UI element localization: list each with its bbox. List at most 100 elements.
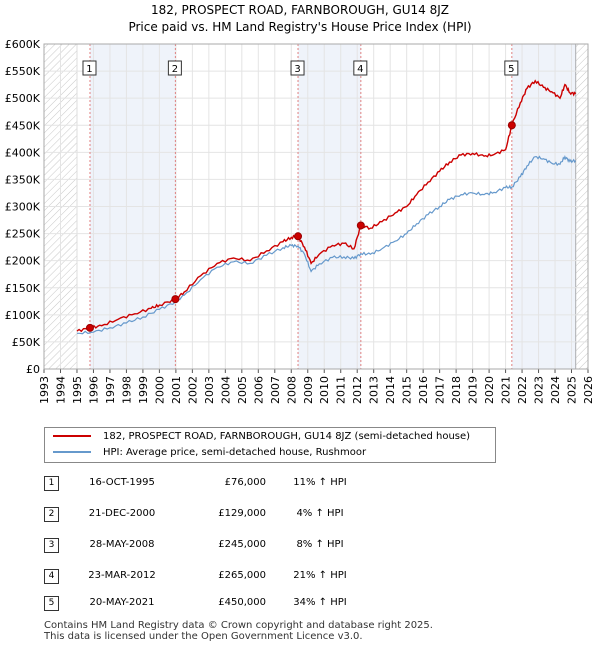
sale-hpi-change: 4% ↑ HPI: [296, 508, 344, 519]
x-tick-label: 2015: [401, 376, 414, 404]
x-tick-label: 2013: [368, 376, 381, 404]
sale-number-badge: 5: [44, 596, 59, 611]
legend-label-price: 182, PROSPECT ROAD, FARNBOROUGH, GU14 8J…: [103, 431, 471, 442]
x-tick-label: 2001: [170, 376, 183, 404]
sale-marker-box: [82, 60, 97, 76]
x-tick-label: 2008: [285, 376, 298, 404]
x-tick-label: 2012: [351, 376, 364, 404]
x-tick-label: 2025: [566, 376, 579, 404]
chart-title: 182, PROSPECT ROAD, FARNBOROUGH, GU14 8J…: [0, 0, 600, 36]
x-tick-label: 2006: [252, 376, 265, 404]
y-tick-label: £450K: [5, 119, 41, 132]
footer-license: This data is licensed under the Open Gov…: [44, 631, 363, 642]
sale-number-badge: 3: [44, 538, 59, 553]
sale-marker-label: 2: [172, 64, 178, 75]
x-tick-label: 2021: [500, 376, 513, 404]
y-tick-label: £250K: [5, 228, 41, 241]
title-line-1: 182, PROSPECT ROAD, FARNBOROUGH, GU14 8J…: [150, 3, 450, 17]
y-tick-label: £300K: [5, 201, 41, 214]
title-line-2: Price paid vs. HM Land Registry's House …: [128, 20, 472, 34]
hpi-line: [77, 155, 577, 335]
x-tick-label: 2009: [302, 376, 315, 404]
x-tick-label: 1999: [137, 376, 150, 404]
x-tick-label: 2024: [549, 376, 562, 404]
sale-price: £76,000: [224, 477, 266, 488]
sale-price: £450,000: [218, 597, 266, 608]
sale-marker-label: 4: [357, 64, 363, 75]
sale-point: [294, 232, 303, 241]
x-tick-label: 2017: [434, 376, 447, 404]
sale-marker-box: [353, 60, 368, 76]
y-tick-label: £350K: [5, 173, 41, 186]
x-tick-label: 2002: [186, 376, 199, 404]
x-tick-label: 2023: [533, 376, 546, 404]
x-tick-label: 2014: [384, 376, 397, 404]
x-tick-label: 2005: [236, 376, 249, 404]
y-tick-label: £500K: [5, 92, 41, 105]
footer-attribution: Contains HM Land Registry data © Crown c…: [44, 620, 433, 642]
sale-date: 20-MAY-2021: [89, 597, 155, 608]
sale-date: 16-OCT-1995: [89, 477, 155, 488]
x-tick-label: 1995: [71, 376, 84, 404]
sale-point: [171, 295, 180, 304]
sale-hpi-change: 11% ↑ HPI: [293, 477, 347, 488]
plot-frame: [43, 43, 589, 370]
x-tick-label: 1997: [104, 376, 117, 404]
x-tick-label: 2004: [219, 376, 232, 404]
y-tick-label: £200K: [5, 255, 41, 268]
x-tick-label: 2022: [516, 376, 529, 404]
sale-hpi-change: 34% ↑ HPI: [293, 597, 347, 608]
y-tick-label: £600K: [5, 38, 41, 51]
legend-swatch-hpi: [53, 451, 91, 453]
x-tick-label: 1996: [87, 376, 100, 404]
sale-date: 28-MAY-2008: [89, 539, 155, 550]
sale-marker-label: 1: [86, 64, 92, 75]
sale-hpi-change: 21% ↑ HPI: [293, 570, 347, 581]
x-tick-label: 1994: [54, 376, 67, 404]
sale-date: 21-DEC-2000: [88, 508, 156, 519]
y-tick-label: £0: [26, 363, 40, 376]
x-tick-label: 2019: [467, 376, 480, 404]
sale-date: 23-MAR-2012: [88, 570, 156, 581]
sale-row: 5 20-MAY-2021 £450,000 34% ↑ HPI: [0, 596, 600, 614]
footer-copyright: Contains HM Land Registry data © Crown c…: [44, 620, 433, 631]
sale-marker-label: 3: [294, 64, 300, 75]
price-chart: 1 2 3 4 5 £0 £50K £100K £150K £200K £250K £300K £35…: [5, 38, 595, 404]
x-tick-label: 2026: [582, 376, 595, 404]
sale-point: [356, 221, 365, 230]
x-tick-label: 2018: [450, 376, 463, 404]
y-tick-label: £50K: [12, 336, 41, 349]
sale-number-badge: 2: [44, 507, 59, 522]
sale-price: £265,000: [218, 570, 266, 581]
sale-marker-box: [167, 60, 182, 76]
legend-swatch-price: [53, 435, 91, 437]
sale-row: 2 21-DEC-2000 £129,000 4% ↑ HPI: [0, 507, 600, 525]
sale-hpi-change: 8% ↑ HPI: [296, 539, 344, 550]
legend-item-price: 182, PROSPECT ROAD, FARNBOROUGH, GU14 8J…: [53, 429, 470, 445]
x-tick-label: 2010: [318, 376, 331, 404]
sale-row: 3 28-MAY-2008 £245,000 8% ↑ HPI: [0, 538, 600, 556]
x-tick-label: 2016: [417, 376, 430, 404]
chart-legend: 182, PROSPECT ROAD, FARNBOROUGH, GU14 8J…: [44, 427, 496, 463]
sale-price: £245,000: [218, 539, 266, 550]
sale-row: 1 16-OCT-1995 £76,000 11% ↑ HPI: [0, 476, 600, 494]
sale-point: [85, 323, 94, 332]
sale-number-badge: 4: [44, 569, 59, 584]
sale-point: [507, 121, 516, 130]
x-tick-label: 1993: [38, 376, 51, 404]
y-tick-label: £400K: [5, 146, 41, 159]
x-tick-label: 2007: [269, 376, 282, 404]
sale-number-badge: 1: [44, 476, 59, 491]
x-tick-label: 1998: [120, 376, 133, 404]
sale-marker-label: 5: [508, 64, 514, 75]
sale-marker-box: [504, 60, 519, 76]
legend-item-hpi: HPI: Average price, semi-detached house,…: [53, 445, 366, 461]
y-tick-label: £550K: [5, 65, 41, 78]
y-tick-label: £150K: [5, 282, 41, 295]
x-tick-label: 2003: [203, 376, 216, 404]
sale-marker-box: [290, 60, 305, 76]
x-tick-label: 2020: [483, 376, 496, 404]
sale-price: £129,000: [218, 508, 266, 519]
legend-label-hpi: HPI: Average price, semi-detached house,…: [103, 447, 367, 458]
x-tick-label: 2000: [153, 376, 166, 404]
